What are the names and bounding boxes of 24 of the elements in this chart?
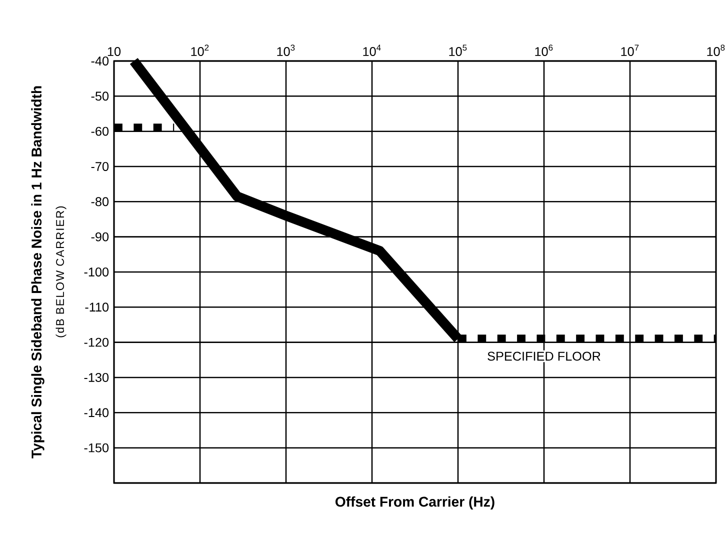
y-tick-label: -70 [91, 162, 109, 171]
y-axis-title: Typical Single Sideband Phase Noise in 1 Hz Bandwidth [31, 86, 44, 458]
x-tick-label: 10$^{8}$ [707, 44, 725, 56]
x-tick-label: 10$^{4}$ [363, 44, 381, 56]
y-tick-label: -60 [91, 126, 109, 136]
x-tick-label: 10 [108, 47, 121, 56]
text: (dB BELOW CARRIER) [56, 206, 66, 338]
x-tick-label: 10$^{3}$ [277, 44, 295, 56]
annotation: SPECIFIED FLOOR [488, 352, 600, 361]
y-tick-label: -90 [91, 232, 109, 242]
y-tick-label: -130 [84, 373, 109, 382]
y-tick-label: -80 [91, 197, 109, 206]
x-tick-label: 10$^{2}$ [191, 44, 209, 56]
x-tick-label: 10$^{5}$ [449, 44, 467, 56]
x-axis-title: Offset From Carrier (Hz) [336, 496, 494, 510]
y-tick-label: -110 [85, 302, 109, 312]
y-tick-label: -150 [84, 443, 109, 452]
y-tick-label: -120 [84, 338, 109, 347]
x-tick-label: 10$^{6}$ [535, 44, 553, 56]
y-tick-label: -50 [91, 92, 109, 101]
y-tick-label: -100 [84, 268, 109, 276]
y-tick-label: -140 [84, 408, 109, 418]
x-tick-label: 10$^{7}$ [621, 44, 639, 56]
y-tick-label: -40 [91, 56, 109, 66]
